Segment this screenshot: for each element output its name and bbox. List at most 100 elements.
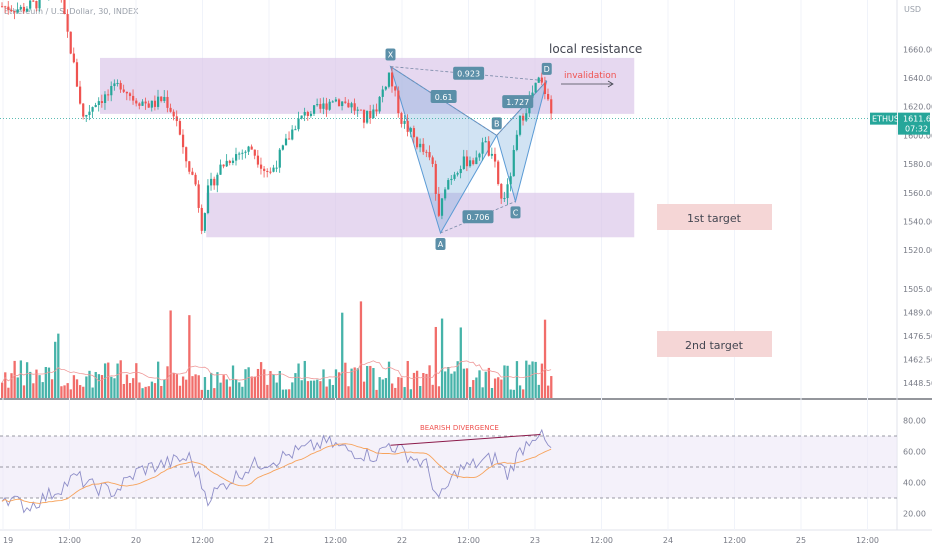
price-tick-label: 1540.00 — [903, 218, 932, 227]
candle-body — [303, 111, 306, 116]
candle-body — [478, 153, 481, 158]
candle-body — [522, 115, 525, 121]
candle-body — [210, 178, 213, 186]
volume-bar — [107, 362, 110, 398]
candle-body — [437, 193, 440, 216]
volume-bar — [88, 370, 91, 398]
volume-bar — [366, 366, 369, 398]
candle-body — [347, 102, 350, 108]
volume-bar — [266, 384, 269, 398]
volume-bar — [353, 367, 356, 398]
candle-body — [141, 101, 144, 106]
candle-body — [337, 99, 341, 107]
candle-body — [403, 120, 406, 124]
volume-bar — [94, 371, 97, 398]
candle-body — [322, 103, 325, 109]
volume-bar — [303, 360, 306, 398]
volume-bar — [72, 375, 76, 398]
candle-body — [241, 152, 244, 154]
rsi-tick-label: 60.00 — [903, 448, 926, 457]
volume-bar — [475, 377, 478, 398]
volume-bar — [490, 387, 494, 398]
candle-body — [334, 99, 338, 102]
candle-body — [434, 163, 437, 194]
volume-bar — [235, 379, 238, 398]
local-resistance-label: local resistance — [549, 42, 642, 56]
volume-bar — [125, 374, 129, 398]
candle-body — [412, 128, 416, 138]
volume-bar — [288, 389, 291, 398]
price-tick-label: 1448.50 — [903, 379, 932, 388]
candle-body — [160, 96, 163, 102]
candle-body — [319, 104, 322, 109]
price-tick-label: 1520.00 — [903, 246, 932, 255]
volume-bar — [135, 363, 138, 398]
volume-bar — [313, 380, 316, 398]
candle-body — [369, 110, 372, 119]
candle-body — [75, 62, 79, 87]
candle-body — [331, 101, 334, 103]
volume-bar — [434, 326, 437, 398]
candle-body — [266, 170, 269, 172]
volume-bar — [153, 383, 157, 398]
volume-bar — [206, 389, 210, 398]
candle-body — [216, 174, 219, 186]
pattern-point-label: C — [513, 208, 519, 217]
volume-bar — [540, 363, 544, 398]
volume-bar — [469, 386, 472, 398]
last-price-tag — [898, 112, 930, 135]
volume-bar — [113, 378, 116, 398]
time-tick-label: 25 — [796, 536, 806, 545]
price-tick-label: 1462.50 — [903, 356, 932, 365]
volume-bar — [238, 382, 241, 398]
time-tick-label: 22 — [397, 536, 407, 545]
volume-bar — [13, 360, 16, 398]
candle-body — [247, 146, 250, 152]
ratio-label: 0.61 — [435, 93, 453, 102]
volume-bar — [543, 319, 547, 398]
pattern-point-x — [385, 48, 396, 61]
pattern-labels[interactable]: X A B C D 0.923 0.61 1.727 0.706 — [385, 48, 552, 250]
candle-body — [38, 0, 41, 9]
rsi-tick-label: 40.00 — [903, 479, 926, 488]
candle-body — [244, 151, 247, 153]
candle-body — [107, 94, 110, 96]
candle-body — [306, 111, 309, 116]
volume-bar — [472, 380, 475, 398]
candle-body — [525, 113, 528, 121]
rsi-tick-label: 20.00 — [903, 510, 926, 519]
candle-body — [100, 101, 104, 103]
volume-bar — [144, 386, 147, 398]
volume-bar — [66, 383, 69, 398]
volume-bar — [518, 385, 522, 398]
annotations[interactable]: local resistance invalidation 1st target 2n… — [549, 42, 772, 357]
candle-body — [203, 213, 206, 231]
candle-body — [16, 9, 19, 13]
volume-bar — [525, 360, 528, 398]
volume-bar — [222, 375, 225, 398]
time-tick-label: 21 — [264, 536, 274, 545]
candle-body — [32, 0, 35, 2]
volume-bar — [263, 369, 266, 398]
volume-bar — [281, 389, 285, 398]
volume-bar — [54, 341, 57, 398]
candle-body — [419, 143, 422, 148]
volume-bar — [188, 315, 191, 398]
volume-bar — [528, 364, 531, 398]
harmonic-pattern[interactable] — [389, 65, 548, 235]
time-tick-label: 12:00 — [457, 536, 480, 545]
volume-bar — [478, 370, 481, 398]
volume-bar — [512, 389, 515, 398]
candle-body — [181, 134, 185, 148]
volume-bar — [537, 384, 540, 398]
candle-body — [219, 164, 222, 175]
volume-bar — [456, 361, 459, 398]
pattern-point-label: B — [494, 119, 500, 128]
candle-body — [537, 77, 540, 83]
candle-body — [69, 31, 72, 54]
volume-bar — [319, 381, 322, 398]
volume-bar — [284, 389, 288, 398]
volume-bar — [256, 368, 260, 398]
candle-body — [94, 105, 97, 108]
